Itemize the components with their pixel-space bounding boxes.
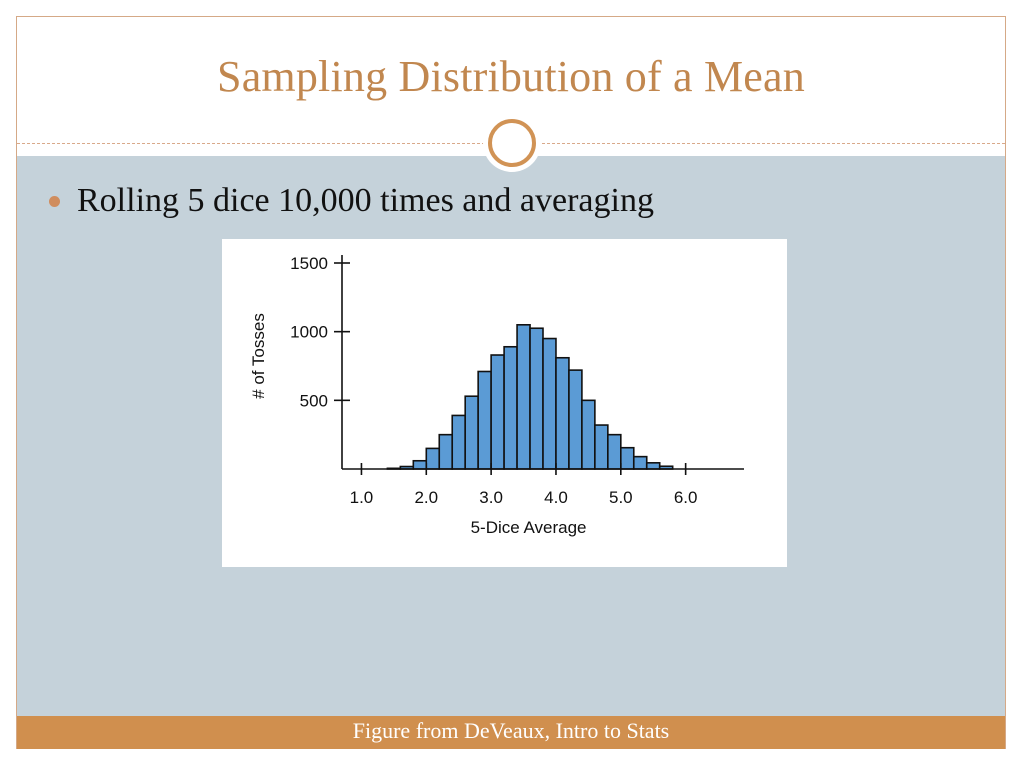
y-tick-label: 1000	[290, 323, 328, 342]
slide-frame: Sampling Distribution of a Mean Rolling …	[16, 16, 1006, 749]
y-tick-label: 1500	[290, 254, 328, 273]
x-tick-label: 2.0	[414, 488, 438, 507]
circle-ornament-ring	[488, 119, 536, 167]
histogram-bar	[477, 370, 492, 470]
x-tick-label: 6.0	[674, 488, 698, 507]
histogram-bar	[438, 433, 454, 470]
bullet-dot-icon	[49, 195, 60, 207]
chart-container: 500 1000 1500 1.0 2.0 3.0 4.0 5.0 6.0 5-Dice Av…	[222, 239, 787, 567]
circle-ornament-icon	[483, 114, 541, 172]
histogram-bar	[516, 324, 531, 470]
histogram-bar	[425, 447, 441, 470]
x-axis-label: 5-Dice Average	[471, 518, 587, 537]
histogram-bar	[451, 414, 466, 470]
y-tick-label: 500	[300, 391, 328, 410]
x-tick-label: 1.0	[350, 488, 374, 507]
histogram-bar	[412, 459, 428, 470]
histogram-bar	[632, 455, 648, 470]
y-ticks: 500 1000 1500	[290, 254, 350, 410]
slide-title: Sampling Distribution of a Mean	[217, 52, 805, 101]
bullet-text: Rolling 5 dice 10,000 times and averagin…	[77, 182, 654, 219]
bars-layer	[386, 324, 674, 470]
x-ticks: 1.0 2.0 3.0 4.0 5.0 6.0	[350, 463, 698, 507]
histogram-bar	[529, 327, 544, 470]
histogram-bar	[503, 345, 518, 470]
histogram-bar	[645, 462, 661, 470]
histogram-bar	[581, 399, 596, 470]
histogram-bar	[490, 354, 505, 470]
histogram-bar	[464, 395, 479, 470]
x-tick-label: 4.0	[544, 488, 568, 507]
x-tick-label: 5.0	[609, 488, 633, 507]
bullet-item: Rolling 5 dice 10,000 times and averagin…	[49, 182, 654, 220]
histogram-bar	[568, 369, 583, 470]
footer-credit: Figure from DeVeaux, Intro to Stats	[352, 718, 670, 743]
histogram-bar	[594, 424, 609, 470]
histogram-chart: 500 1000 1500 1.0 2.0 3.0 4.0 5.0 6.0 5-Dice Av…	[249, 254, 744, 537]
histogram-bar	[620, 446, 635, 470]
histogram-bar	[542, 337, 557, 470]
x-tick-label: 3.0	[479, 488, 503, 507]
histogram-bar	[555, 356, 570, 470]
y-axis-label: # of Tosses	[249, 313, 268, 399]
footer-bar: Figure from DeVeaux, Intro to Stats	[17, 716, 1005, 749]
histogram-bar	[607, 433, 622, 470]
